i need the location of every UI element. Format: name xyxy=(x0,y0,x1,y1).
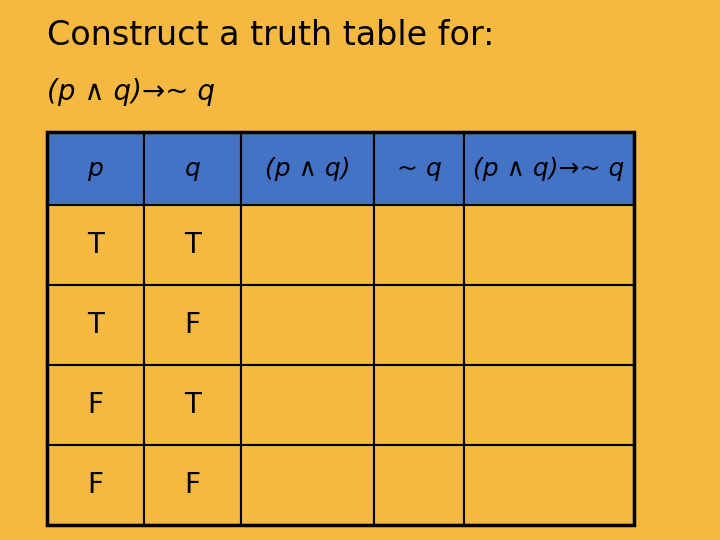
Text: p: p xyxy=(87,157,104,181)
Text: F: F xyxy=(184,311,201,339)
Bar xyxy=(241,205,374,285)
Bar xyxy=(374,285,464,365)
Bar xyxy=(144,205,241,285)
Text: T: T xyxy=(87,231,104,259)
Text: T: T xyxy=(184,391,201,419)
Bar xyxy=(47,285,144,365)
Bar xyxy=(144,132,241,205)
Bar xyxy=(241,365,374,445)
Text: Construct a truth table for:: Construct a truth table for: xyxy=(47,19,494,52)
Text: F: F xyxy=(184,471,201,499)
Bar xyxy=(464,132,634,205)
Text: q: q xyxy=(184,157,201,181)
Bar xyxy=(47,205,144,285)
Text: T: T xyxy=(87,311,104,339)
Bar xyxy=(464,285,634,365)
Bar xyxy=(144,285,241,365)
Bar xyxy=(374,445,464,525)
Bar xyxy=(47,132,144,205)
Bar xyxy=(464,205,634,285)
Text: F: F xyxy=(87,471,104,499)
Bar xyxy=(47,132,634,525)
Bar xyxy=(47,365,144,445)
Text: ~ q: ~ q xyxy=(397,157,442,181)
Text: F: F xyxy=(87,391,104,419)
Bar xyxy=(464,365,634,445)
Text: (p ∧ q): (p ∧ q) xyxy=(265,157,351,181)
Bar xyxy=(47,445,144,525)
Bar xyxy=(374,365,464,445)
Bar xyxy=(144,445,241,525)
Bar xyxy=(241,445,374,525)
Bar xyxy=(374,205,464,285)
Bar xyxy=(144,365,241,445)
Bar xyxy=(374,132,464,205)
Text: (p ∧ q)→~ q: (p ∧ q)→~ q xyxy=(47,78,215,106)
Bar xyxy=(464,445,634,525)
Bar xyxy=(241,285,374,365)
Bar xyxy=(241,132,374,205)
Text: T: T xyxy=(184,231,201,259)
Text: (p ∧ q)→~ q: (p ∧ q)→~ q xyxy=(473,157,625,181)
